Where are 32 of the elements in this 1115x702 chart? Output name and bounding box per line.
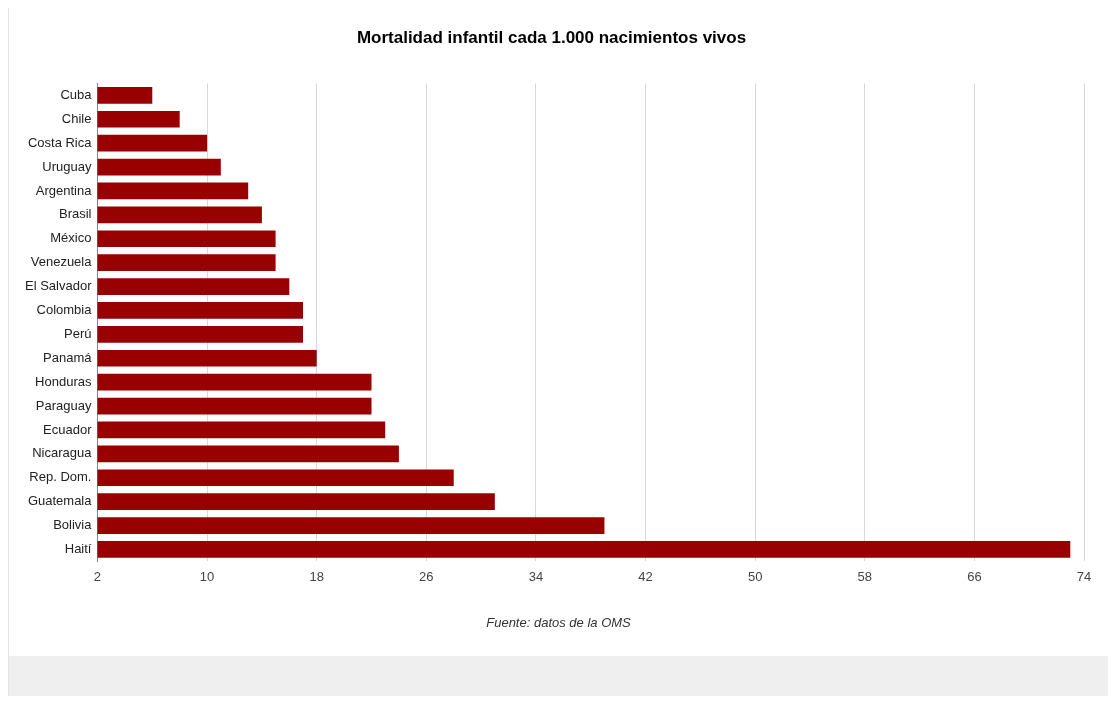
y-tick-label: Rep. Dom. (29, 469, 92, 485)
y-tick-label: Costa Rica (27, 134, 93, 150)
y-tick-label: Nicaragua (32, 445, 93, 461)
y-tick-label: Paraguay (35, 397, 92, 413)
x-tick-label: 66 (967, 568, 982, 584)
y-tick-label: Guatemala (27, 493, 93, 509)
y-tick-label: Honduras (35, 373, 92, 389)
y-tick-label: México (50, 230, 92, 246)
source-note: Fuente: datos de la OMS (485, 614, 632, 632)
y-tick-label: Chile (61, 110, 92, 126)
chart-title: Mortalidad infantil cada 1.000 nacimientos vivos (356, 27, 747, 47)
y-tick-label: Colombia (36, 302, 93, 318)
x-tick-label: 18 (309, 568, 324, 584)
x-tick-label: 10 (199, 568, 215, 584)
y-tick-label: Bolivia (53, 517, 93, 533)
y-tick-label: Cuba (60, 86, 93, 102)
x-tick-label: 58 (857, 568, 873, 584)
y-tick-label: Argentina (35, 182, 93, 198)
y-tick-label: Perú (64, 325, 92, 341)
x-tick-label: 26 (419, 568, 434, 584)
y-tick-label: Venezuela (30, 254, 93, 270)
x-tick-label: 2 (93, 568, 102, 584)
y-tick-label: Uruguay (42, 158, 92, 174)
y-tick-label: Haití (64, 541, 92, 557)
x-tick-label: 74 (1076, 568, 1092, 584)
x-tick-label: 42 (638, 568, 653, 584)
x-tick-label: 50 (747, 568, 763, 584)
y-tick-label: Ecuador (43, 421, 93, 437)
x-tick-label: 34 (528, 568, 544, 584)
y-tick-label: Brasil (58, 206, 92, 222)
y-tick-label: Panamá (43, 349, 93, 365)
y-tick-label: El Salvador (24, 278, 93, 294)
